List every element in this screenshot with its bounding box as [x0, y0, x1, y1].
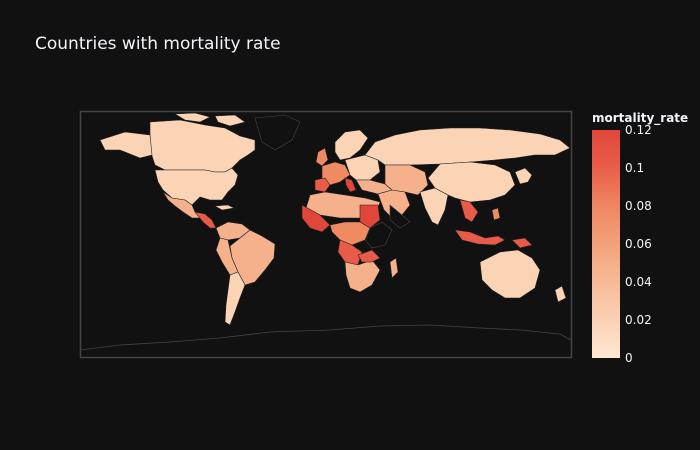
colorbar-tick-label: 0.12: [625, 123, 652, 137]
region-arctic-islands[interactable]: [173, 112, 246, 127]
colorbar-title: mortality_rate: [592, 111, 689, 125]
colorbar-tick-label: 0.06: [625, 237, 652, 251]
region-madagascar[interactable]: [389, 257, 399, 279]
region-scandinavia[interactable]: [334, 129, 369, 161]
region-argentina-chile[interactable]: [224, 271, 246, 326]
region-russia[interactable]: [364, 127, 571, 166]
region-southern-africa[interactable]: [344, 259, 381, 293]
chart-title: Countries with mortality rate: [35, 34, 281, 54]
region-india[interactable]: [419, 187, 449, 226]
region-iran-central-asia[interactable]: [384, 164, 429, 196]
region-greenland[interactable]: [254, 114, 301, 151]
region-zambia-zimbabwe[interactable]: [357, 249, 381, 263]
region-canada[interactable]: [149, 119, 256, 173]
colorbar: [592, 130, 620, 358]
colorbar-tick-label: 0.04: [625, 275, 652, 289]
colorbar-tick-label: 0.08: [625, 199, 652, 213]
colorbar-tick-label: 0.1: [625, 161, 645, 175]
region-sudan[interactable]: [359, 204, 381, 229]
region-southeast-asia[interactable]: [459, 199, 479, 223]
region-new-zealand[interactable]: [554, 285, 567, 303]
region-japan-korea[interactable]: [514, 167, 533, 185]
region-central-africa[interactable]: [329, 221, 371, 246]
region-west-africa[interactable]: [301, 204, 331, 233]
region-indonesia[interactable]: [454, 229, 506, 246]
region-uk[interactable]: [315, 147, 329, 167]
map-frame-border: [79, 110, 573, 359]
region-italy[interactable]: [344, 177, 357, 193]
colorbar-tick-label: 0.02: [625, 313, 652, 327]
region-saudi[interactable]: [389, 204, 411, 229]
colorbar-tick-label: 0: [625, 351, 633, 365]
region-antarctica: [79, 324, 572, 351]
region-central-america[interactable]: [194, 211, 217, 229]
region-alaska[interactable]: [99, 131, 153, 159]
region-philippines[interactable]: [491, 207, 501, 221]
region-iberia[interactable]: [314, 177, 331, 193]
region-png[interactable]: [511, 237, 533, 249]
region-china[interactable]: [427, 161, 516, 203]
region-caribbean[interactable]: [214, 204, 235, 211]
region-australia[interactable]: [479, 249, 541, 299]
region-east-africa[interactable]: [364, 221, 393, 249]
